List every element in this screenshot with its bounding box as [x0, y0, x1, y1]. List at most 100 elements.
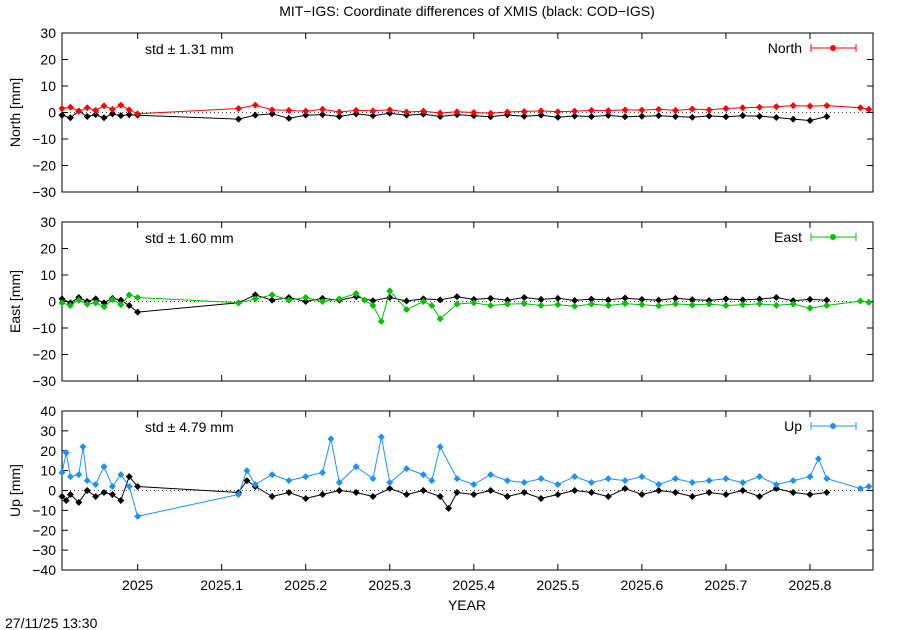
data-point — [386, 479, 394, 487]
data-point — [419, 487, 427, 494]
data-point — [638, 295, 646, 303]
data-point — [789, 102, 797, 110]
data-point — [487, 294, 495, 302]
data-point — [655, 296, 663, 304]
x-tick-label: 2025.6 — [620, 577, 663, 593]
data-point — [756, 492, 764, 500]
data-point — [302, 111, 310, 119]
data-point — [403, 305, 411, 313]
data-point — [335, 112, 343, 120]
data-point — [789, 488, 797, 496]
panel-2: −40 −30 −20 −10 0 10 20 30 40 2025 2025.1 2025.2 202… — [7, 403, 874, 593]
data-point — [75, 107, 83, 115]
data-point — [117, 496, 125, 504]
data-point — [772, 301, 780, 309]
data-point — [571, 107, 579, 115]
data-point — [655, 487, 663, 494]
data-point — [92, 106, 100, 114]
data-point — [125, 473, 133, 481]
data-point — [83, 487, 91, 494]
data-point — [251, 101, 259, 109]
data-point — [739, 479, 747, 487]
y-tick-label: 30 — [40, 214, 56, 230]
y-tick-label: 0 — [48, 105, 56, 121]
data-point — [268, 296, 276, 304]
chart-title: MIT−IGS: Coordinate differences of XMIS … — [279, 3, 655, 19]
data-point — [604, 492, 612, 500]
data-point — [554, 301, 562, 309]
data-point — [79, 443, 87, 451]
series-up — [58, 433, 873, 520]
data-point — [75, 498, 83, 506]
data-point — [403, 465, 411, 473]
std-label: std ± 1.60 mm — [145, 230, 234, 246]
data-point — [571, 487, 579, 494]
data-point — [251, 291, 259, 299]
data-point — [823, 488, 831, 496]
data-point — [302, 494, 310, 502]
data-point — [58, 492, 66, 500]
data-point — [772, 103, 780, 111]
data-point — [587, 295, 595, 303]
y-tick-label: 40 — [40, 403, 56, 419]
data-point — [688, 479, 696, 487]
data-point — [62, 496, 70, 504]
data-point — [772, 485, 780, 493]
data-point — [428, 477, 436, 485]
data-point — [335, 108, 343, 116]
series-east — [58, 287, 873, 325]
data-point — [806, 295, 814, 303]
data-point — [655, 112, 663, 120]
data-point — [453, 300, 461, 308]
data-point — [554, 294, 562, 302]
y-tick-label: −10 — [32, 502, 56, 518]
data-point — [722, 295, 730, 303]
data-point — [369, 475, 377, 483]
data-point — [520, 488, 528, 496]
y-tick-label: 30 — [40, 423, 56, 439]
data-point — [705, 106, 713, 114]
data-point — [571, 473, 579, 481]
data-point — [66, 301, 74, 309]
data-point — [604, 475, 612, 483]
data-point — [268, 471, 276, 479]
data-point — [772, 114, 780, 122]
series-cod-igs — [58, 107, 831, 124]
data-point — [108, 483, 116, 491]
data-point — [487, 487, 495, 494]
y-tick-label: −30 — [32, 373, 56, 389]
data-point — [352, 488, 360, 496]
std-label: std ± 4.79 mm — [145, 419, 234, 435]
data-point — [503, 296, 511, 304]
data-point — [75, 296, 83, 304]
y-tick-label: −40 — [32, 562, 56, 578]
data-point — [604, 111, 612, 119]
x-tick-label: 2025.7 — [705, 577, 748, 593]
data-point — [587, 479, 595, 487]
data-point — [503, 477, 511, 485]
data-point — [386, 287, 394, 295]
legend-marker — [830, 423, 836, 429]
data-point — [739, 487, 747, 494]
data-point — [554, 490, 562, 498]
data-point — [92, 111, 100, 119]
data-point — [705, 112, 713, 120]
y-tick-label: −10 — [32, 320, 56, 336]
data-point — [621, 477, 629, 485]
data-point — [327, 435, 335, 443]
data-point — [268, 492, 276, 500]
data-point — [739, 296, 747, 304]
data-point — [638, 473, 646, 481]
data-point — [268, 106, 276, 114]
y-tick-label: −20 — [32, 347, 56, 363]
data-point — [377, 317, 385, 325]
data-point — [83, 104, 91, 112]
y-tick-label: −10 — [32, 131, 56, 147]
data-point — [453, 293, 461, 301]
data-point — [58, 105, 66, 113]
data-point — [436, 443, 444, 451]
data-point — [369, 107, 377, 115]
y-tick-label: 20 — [40, 443, 56, 459]
data-point — [470, 109, 478, 116]
